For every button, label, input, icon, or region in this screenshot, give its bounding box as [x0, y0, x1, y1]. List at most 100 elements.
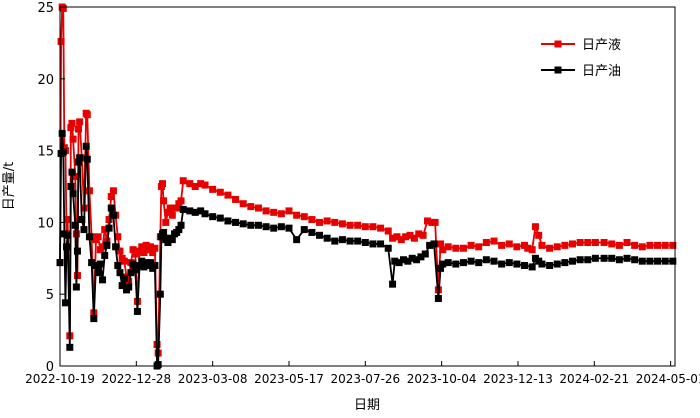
data-point — [569, 240, 576, 248]
data-point — [67, 183, 75, 190]
data-point — [175, 226, 183, 234]
data-point — [99, 243, 107, 251]
data-point — [114, 261, 122, 269]
y-tick-label: 10 — [37, 216, 54, 231]
data-point — [402, 233, 410, 241]
data-point — [623, 239, 631, 246]
data-point — [459, 259, 467, 267]
data-point — [151, 244, 159, 252]
data-point — [247, 203, 255, 211]
data-point — [136, 247, 144, 255]
data-point — [78, 216, 86, 224]
x-tick-label: 2023-12-13 — [483, 372, 553, 386]
data-point — [654, 257, 662, 265]
data-point — [168, 236, 176, 244]
data-point — [584, 239, 592, 246]
data-point — [72, 283, 80, 291]
data-point — [68, 119, 76, 127]
data-point — [316, 218, 324, 226]
data-point — [96, 260, 104, 268]
data-point — [262, 223, 270, 231]
data-point — [147, 243, 155, 251]
data-point — [538, 260, 546, 268]
data-point — [419, 231, 427, 239]
data-point — [546, 244, 554, 252]
data-point — [270, 224, 278, 232]
y-tick-label: 15 — [37, 145, 54, 160]
data-point — [331, 218, 339, 226]
data-point — [631, 241, 639, 249]
data-point — [151, 261, 159, 269]
series-layer — [56, 3, 677, 370]
data-point — [323, 234, 331, 242]
x-tick-label: 2024-05-01 — [636, 372, 700, 386]
data-point — [654, 241, 662, 249]
data-point — [201, 210, 209, 218]
data-point — [94, 269, 102, 277]
data-point — [101, 251, 109, 259]
data-point — [162, 218, 170, 226]
data-point — [191, 208, 199, 216]
data-point — [293, 236, 301, 244]
data-point — [638, 257, 646, 265]
data-point — [646, 241, 654, 249]
data-point — [186, 180, 194, 188]
data-point — [369, 223, 377, 231]
series-oil — [56, 129, 677, 370]
data-point — [591, 254, 599, 262]
data-point — [216, 188, 224, 196]
data-point — [615, 256, 623, 264]
data-point — [179, 177, 187, 185]
data-point — [591, 239, 599, 246]
x-tick-label: 2023-05-17 — [254, 372, 324, 386]
data-point — [160, 228, 168, 236]
data-point — [561, 259, 569, 267]
data-point — [661, 241, 669, 249]
data-point — [75, 158, 83, 166]
data-point — [61, 299, 69, 307]
data-point — [254, 204, 262, 212]
data-point — [482, 256, 490, 264]
data-point — [408, 254, 416, 262]
data-point — [80, 226, 88, 234]
data-point — [524, 244, 532, 252]
data-point — [159, 180, 166, 188]
data-point — [247, 221, 255, 229]
data-point — [107, 193, 115, 201]
data-point — [490, 237, 498, 245]
data-point — [197, 207, 205, 215]
legend-marker-oil — [554, 66, 562, 74]
data-point — [270, 208, 278, 216]
x-tick-label: 2023-03-08 — [178, 372, 248, 386]
y-tick-label: 0 — [46, 360, 54, 375]
y-axis: 0 5 10 15 20 25 — [37, 1, 65, 375]
data-point — [661, 257, 669, 265]
data-point — [164, 208, 172, 216]
data-point — [600, 254, 608, 262]
data-point — [323, 217, 331, 225]
data-point — [64, 231, 72, 239]
data-point — [395, 259, 403, 267]
data-point — [646, 257, 654, 265]
plot-frame — [59, 6, 676, 367]
data-point — [239, 220, 247, 228]
data-point — [125, 283, 133, 291]
data-point — [129, 246, 137, 254]
data-point — [393, 233, 401, 241]
data-point — [262, 207, 270, 215]
data-point — [482, 239, 490, 246]
x-axis-label: 日期 — [354, 398, 380, 413]
data-point — [439, 260, 447, 268]
data-point — [615, 241, 623, 249]
data-point — [437, 240, 445, 248]
data-point — [452, 244, 460, 252]
data-point — [452, 260, 460, 268]
data-point — [90, 315, 98, 323]
data-point — [85, 187, 93, 195]
data-point — [177, 221, 185, 229]
data-point — [490, 257, 498, 265]
data-point — [421, 250, 429, 258]
data-point — [109, 187, 117, 195]
data-point — [63, 243, 71, 251]
